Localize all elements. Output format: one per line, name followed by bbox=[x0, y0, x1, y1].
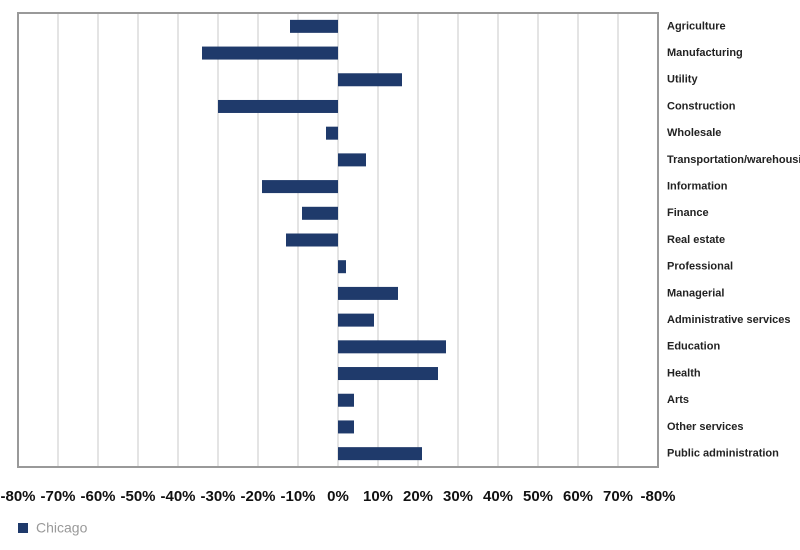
category-label: Administrative services bbox=[667, 314, 791, 326]
legend-swatch bbox=[18, 523, 28, 533]
bar bbox=[218, 99, 338, 113]
x-tick-label: -80% bbox=[0, 488, 35, 505]
bar bbox=[338, 153, 366, 167]
x-tick-label: 0% bbox=[327, 488, 349, 505]
bar bbox=[302, 206, 338, 220]
category-label: Agriculture bbox=[667, 20, 726, 32]
x-tick-label: -50% bbox=[120, 488, 155, 505]
category-label: Education bbox=[667, 341, 720, 353]
x-tick-label: 60% bbox=[563, 488, 593, 505]
bar bbox=[338, 367, 438, 381]
category-label: Transportation/warehousing bbox=[667, 154, 800, 166]
category-label: Health bbox=[667, 367, 701, 379]
x-tick-label: -20% bbox=[240, 488, 275, 505]
category-label: Real estate bbox=[667, 234, 725, 246]
bar bbox=[338, 340, 446, 354]
x-tick-label: 10% bbox=[363, 488, 393, 505]
x-tick-label: -80% bbox=[640, 488, 675, 505]
x-tick-label: -60% bbox=[80, 488, 115, 505]
category-label: Finance bbox=[667, 207, 709, 219]
bar bbox=[202, 46, 338, 60]
x-tick-label: -30% bbox=[200, 488, 235, 505]
category-label: Arts bbox=[667, 394, 689, 406]
bar bbox=[338, 393, 354, 407]
category-label: Professional bbox=[667, 261, 733, 273]
category-label: Other services bbox=[667, 421, 743, 433]
x-tick-label: 20% bbox=[403, 488, 433, 505]
category-label: Information bbox=[667, 180, 728, 192]
bar bbox=[338, 286, 398, 300]
x-tick-label: 40% bbox=[483, 488, 513, 505]
x-tick-label: -70% bbox=[40, 488, 75, 505]
bar bbox=[262, 180, 338, 194]
bar bbox=[286, 233, 338, 247]
category-label: Managerial bbox=[667, 287, 724, 299]
legend-label: Chicago bbox=[36, 520, 88, 536]
bar bbox=[338, 73, 402, 87]
x-tick-label: -40% bbox=[160, 488, 195, 505]
x-tick-label: -10% bbox=[280, 488, 315, 505]
x-tick-label: 50% bbox=[523, 488, 553, 505]
bar bbox=[338, 260, 346, 274]
bar bbox=[338, 447, 422, 461]
x-tick-label: 30% bbox=[443, 488, 473, 505]
bar bbox=[326, 126, 338, 140]
x-tick-label: 70% bbox=[603, 488, 633, 505]
plot-frame bbox=[17, 12, 659, 468]
category-label: Utility bbox=[667, 74, 698, 86]
category-label: Manufacturing bbox=[667, 47, 743, 59]
bar bbox=[338, 420, 354, 434]
category-label: Wholesale bbox=[667, 127, 721, 139]
bar bbox=[290, 19, 338, 33]
category-label: Public administration bbox=[667, 448, 779, 460]
bar bbox=[338, 313, 374, 327]
category-label: Construction bbox=[667, 100, 736, 112]
